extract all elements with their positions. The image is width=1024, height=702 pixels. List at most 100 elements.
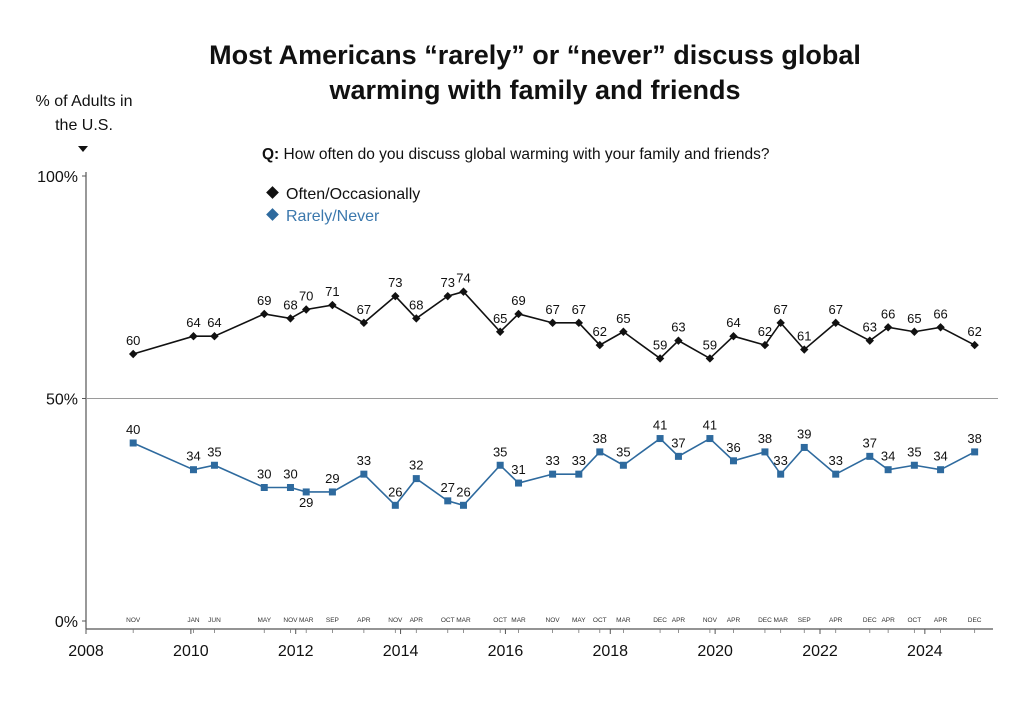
data-label: 69 bbox=[257, 293, 271, 308]
chart-title: Most Americans “rarely” or “never” discu… bbox=[140, 38, 930, 108]
month-label: APR bbox=[829, 617, 843, 624]
data-point bbox=[595, 340, 604, 350]
data-label: 38 bbox=[967, 431, 981, 446]
x-tick-label: 2014 bbox=[383, 643, 419, 660]
data-point bbox=[705, 354, 715, 363]
data-label: 35 bbox=[207, 444, 221, 459]
data-label: 71 bbox=[325, 284, 339, 299]
data-label: 67 bbox=[545, 302, 559, 317]
data-point bbox=[189, 332, 198, 341]
data-label: 64 bbox=[726, 315, 740, 330]
data-label: 30 bbox=[257, 467, 271, 482]
data-point bbox=[574, 318, 584, 328]
data-label: 33 bbox=[357, 453, 371, 468]
data-point bbox=[260, 309, 269, 319]
data-label: 62 bbox=[967, 324, 981, 339]
month-label: MAR bbox=[299, 617, 314, 624]
month-label: OCT bbox=[593, 617, 607, 624]
month-label: SEP bbox=[798, 617, 811, 624]
data-label: 40 bbox=[126, 422, 140, 437]
data-label: 41 bbox=[653, 418, 667, 433]
data-point bbox=[865, 336, 874, 345]
data-point bbox=[548, 318, 557, 328]
month-label: APR bbox=[410, 617, 424, 624]
month-label: JUN bbox=[208, 617, 221, 624]
data-label: 67 bbox=[828, 302, 842, 317]
data-label: 73 bbox=[441, 275, 455, 290]
month-label: MAY bbox=[572, 617, 586, 624]
month-label: SEP bbox=[326, 617, 339, 624]
data-label: 35 bbox=[616, 444, 630, 459]
legend-item-rarely: Rarely/Never bbox=[266, 208, 380, 226]
legend-label-often: Often/Occasionally bbox=[286, 186, 421, 203]
data-point bbox=[515, 479, 523, 487]
data-point bbox=[514, 309, 523, 319]
data-point bbox=[496, 461, 504, 469]
month-label: NOV bbox=[703, 617, 718, 624]
month-label: DEC bbox=[863, 617, 877, 624]
data-label: 63 bbox=[671, 320, 685, 335]
data-label: 29 bbox=[325, 471, 339, 486]
data-point bbox=[286, 484, 294, 491]
data-point bbox=[360, 470, 368, 478]
data-point bbox=[302, 488, 310, 496]
data-point bbox=[971, 448, 979, 456]
data-point bbox=[619, 461, 627, 469]
data-point bbox=[391, 291, 400, 301]
y-tick-label: 100% bbox=[37, 169, 78, 186]
month-label: NOV bbox=[388, 617, 403, 624]
month-label: APR bbox=[357, 617, 371, 624]
data-point bbox=[656, 435, 664, 443]
x-tick-label: 2016 bbox=[488, 643, 524, 660]
data-label: 70 bbox=[299, 289, 313, 304]
data-label: 63 bbox=[863, 320, 877, 335]
data-point bbox=[328, 300, 337, 310]
data-point bbox=[549, 470, 557, 478]
data-point bbox=[832, 470, 840, 478]
data-label: 39 bbox=[797, 426, 811, 441]
data-label: 73 bbox=[388, 275, 402, 290]
data-label: 34 bbox=[881, 449, 895, 464]
month-label: OCT bbox=[907, 617, 921, 624]
month-label: APR bbox=[672, 617, 686, 624]
data-point bbox=[444, 497, 452, 505]
month-label: MAR bbox=[773, 617, 788, 624]
month-label: DEC bbox=[653, 617, 667, 624]
data-label: 65 bbox=[493, 311, 507, 326]
data-label: 67 bbox=[572, 302, 586, 317]
data-label: 26 bbox=[456, 484, 470, 499]
data-label: 68 bbox=[283, 297, 297, 312]
legend-label-rarely: Rarely/Never bbox=[286, 208, 380, 225]
data-point bbox=[359, 318, 369, 328]
month-label: APR bbox=[934, 617, 948, 624]
data-label: 67 bbox=[773, 302, 787, 317]
data-point bbox=[760, 340, 770, 350]
data-point bbox=[884, 466, 892, 474]
data-label: 30 bbox=[283, 467, 297, 482]
chart-title-line-1: Most Americans “rarely” or “never” discu… bbox=[209, 40, 861, 70]
down-arrow-icon bbox=[78, 146, 88, 152]
data-point bbox=[831, 318, 840, 328]
legend-item-often: Often/Occasionally bbox=[266, 186, 421, 204]
data-point bbox=[706, 435, 714, 443]
month-label: DEC bbox=[968, 617, 982, 624]
x-tick-label: 2012 bbox=[278, 643, 314, 660]
month-label: APR bbox=[881, 617, 895, 624]
data-point bbox=[910, 327, 919, 336]
month-label: MAR bbox=[456, 617, 471, 624]
data-point bbox=[776, 318, 785, 328]
data-point bbox=[883, 323, 893, 332]
x-tick-label: 2010 bbox=[173, 643, 209, 660]
y-tick-label: 0% bbox=[55, 614, 78, 631]
data-label: 60 bbox=[126, 333, 140, 348]
data-label: 59 bbox=[703, 337, 717, 352]
data-label: 26 bbox=[388, 484, 402, 499]
month-label: MAR bbox=[616, 617, 631, 624]
data-label: 37 bbox=[863, 435, 877, 450]
month-label: APR bbox=[727, 617, 741, 624]
data-point bbox=[655, 354, 665, 363]
data-label: 29 bbox=[299, 495, 313, 510]
data-point bbox=[328, 488, 336, 496]
data-point bbox=[210, 461, 218, 469]
